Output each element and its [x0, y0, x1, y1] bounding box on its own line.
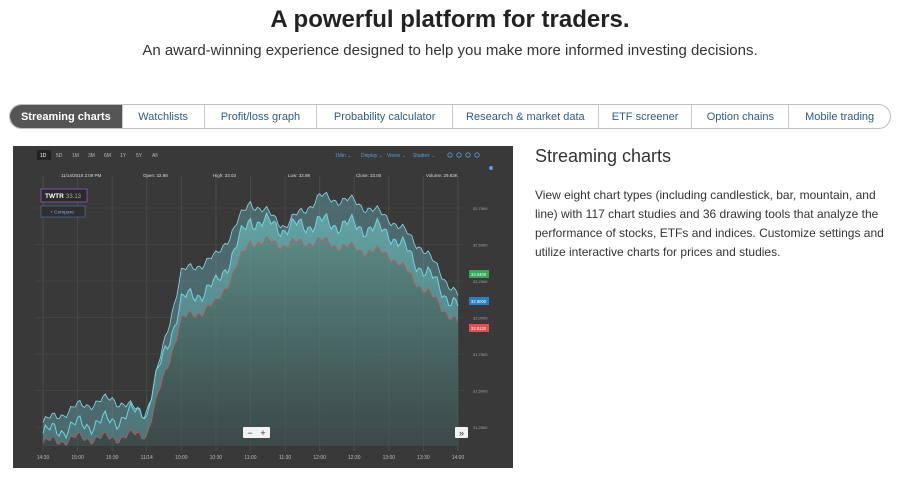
toolbar-icon[interactable]	[447, 152, 453, 158]
x-tick-label: 13:00	[383, 455, 396, 461]
expand-button[interactable]: »	[459, 428, 464, 438]
x-tick-label: 11:00	[244, 455, 256, 461]
range-button-1d[interactable]: 1D	[40, 153, 47, 159]
toolbar-menu[interactable]: Views ⌄	[387, 153, 406, 159]
band-upper-line	[42, 191, 459, 423]
symbol-price: 33.13	[66, 194, 82, 200]
zoom-controls	[243, 427, 270, 438]
price-line	[42, 211, 459, 440]
tab-mobile-trading[interactable]: Mobile trading	[788, 105, 890, 128]
stat-open: Open: 32.98	[143, 173, 168, 178]
y-tick-label: 32.2500	[473, 279, 488, 284]
symbol-name: TWTR	[45, 193, 64, 200]
page-subheadline: An award-winning experience designed to …	[142, 42, 758, 59]
x-tick-label: 14:00	[452, 455, 465, 461]
price-tag-label: 32.9130	[471, 326, 487, 331]
range-button-5y[interactable]: 5Y	[136, 153, 143, 159]
x-tick-label: 12:00	[313, 455, 326, 461]
price-tag	[469, 297, 489, 305]
tab-watchlists[interactable]: Watchlists	[121, 105, 204, 128]
tab-streaming-charts[interactable]: Streaming charts	[10, 105, 122, 128]
toolbar-menu[interactable]: 1Min ⌄	[335, 153, 351, 159]
stat-close: Close: 33.00	[356, 173, 382, 178]
range-button-6m[interactable]: 6M	[104, 153, 111, 159]
tab-option-chains[interactable]: Option chains	[691, 105, 788, 128]
toolbar-icon[interactable]	[456, 152, 462, 158]
price-tag-label: 33.0400	[471, 272, 487, 277]
stat-volume: Volume: 29.83K	[426, 173, 458, 178]
price-tag-label: 32.8000	[471, 299, 487, 304]
tab-research-market-data[interactable]: Research & market data	[452, 105, 598, 128]
y-tick-label: 32.7500	[473, 206, 488, 211]
x-tick-label: 11/14	[141, 455, 153, 461]
tab-etf-screener[interactable]: ETF screener	[597, 105, 692, 128]
bollinger-band	[43, 192, 458, 446]
feature-description: Streaming charts View eight chart types …	[535, 146, 885, 262]
x-tick-label: 10:30	[210, 455, 223, 461]
stat-high: High: 33.03	[213, 173, 237, 178]
price-area-fill	[43, 213, 458, 446]
x-tick-label: 13:30	[417, 455, 430, 461]
range-selected-bg	[37, 150, 51, 160]
toolbar-icon[interactable]	[465, 152, 471, 158]
range-button-5d[interactable]: 5D	[56, 153, 63, 159]
compare-button[interactable]	[40, 205, 86, 218]
symbol-box[interactable]	[40, 188, 88, 203]
feature-tabs: Streaming charts Watchlists Profit/loss gr…	[9, 104, 891, 129]
price-tag	[469, 270, 489, 278]
y-tick-label: 32.5000	[473, 243, 488, 248]
stat-low: Low: 32.98	[288, 173, 311, 178]
y-tick-label: 31.2500	[473, 425, 488, 430]
x-tick-label: 11:30	[279, 455, 291, 461]
chart-canvas[interactable]: 32.7500 32.5000 32.2500 32.0000 31.7500 31.50…	[13, 146, 513, 468]
tab-probability-calculator[interactable]: Probability calculator	[316, 105, 452, 128]
feature-title: Streaming charts	[535, 146, 672, 166]
x-tick-label: 15:00	[71, 455, 84, 461]
settings-dot-icon[interactable]	[489, 166, 493, 170]
toolbar-icon[interactable]	[474, 152, 480, 158]
x-tick-label: 14:30	[37, 455, 50, 461]
range-button-1y[interactable]: 1Y	[120, 153, 127, 159]
expand-button-bg	[455, 427, 468, 438]
y-tick-label: 32.0000	[473, 316, 488, 321]
price-tag	[469, 324, 489, 332]
stat-datetime: 11/14/2018 2:09 PM	[61, 173, 101, 178]
range-button-3m[interactable]: 3M	[88, 153, 95, 159]
x-tick-label: 15:30	[106, 455, 119, 461]
feature-body: View eight chart types (including candle…	[535, 188, 884, 259]
toolbar-menu[interactable]: Studies ⌄	[413, 153, 435, 159]
page-headline: A powerful platform for traders.	[270, 6, 630, 33]
band-lower-line	[42, 235, 459, 447]
compare-label: + Compare	[50, 210, 74, 216]
zoom-in-button[interactable]: +	[260, 428, 265, 438]
y-tick-label: 31.7500	[473, 352, 488, 357]
range-button-all[interactable]: All	[152, 153, 158, 159]
zoom-out-button[interactable]: −	[247, 428, 252, 438]
x-tick-label: 10:00	[175, 455, 188, 461]
toolbar-menu[interactable]: Display ⌄	[361, 153, 383, 159]
streaming-chart[interactable]: 32.7500 32.5000 32.2500 32.0000 31.7500 31.50…	[13, 146, 513, 468]
range-button-1m[interactable]: 1M	[72, 153, 79, 159]
tab-profit-loss-graph[interactable]: Profit/loss graph	[203, 105, 317, 128]
y-tick-label: 31.5000	[473, 389, 488, 394]
x-tick-label: 12:30	[348, 455, 361, 461]
